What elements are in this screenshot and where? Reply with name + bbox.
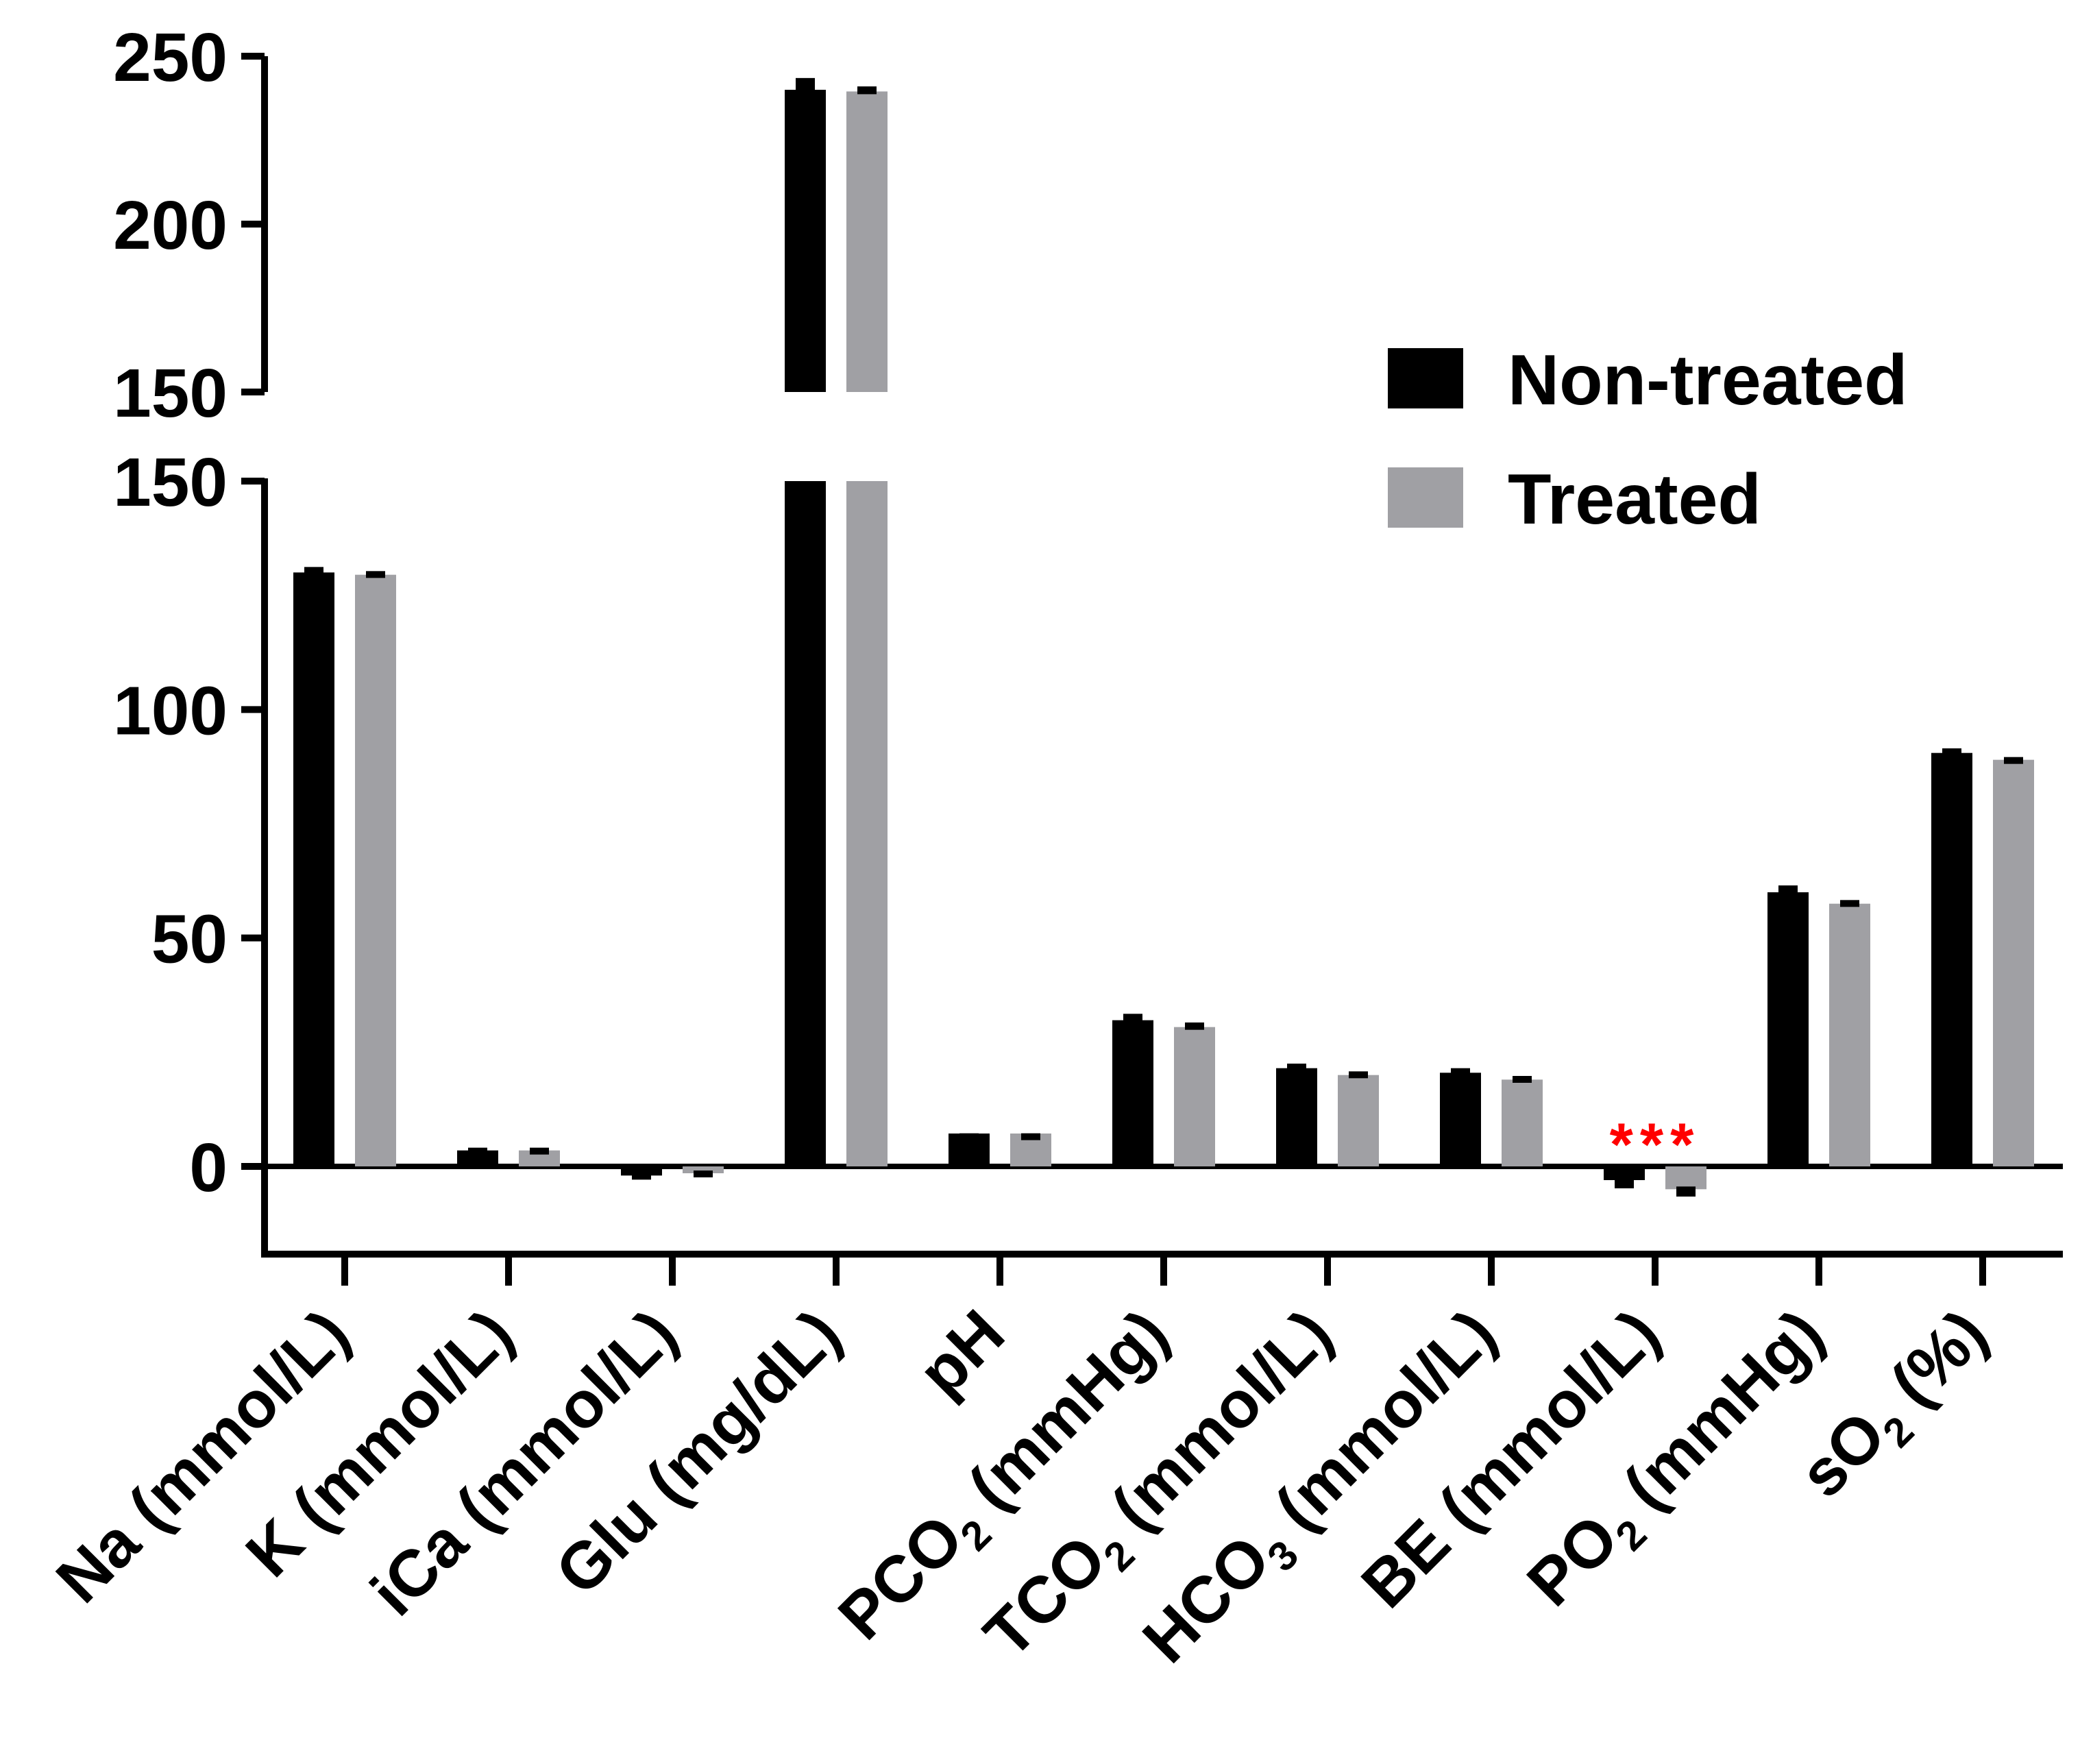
error-bar-treated-1 <box>530 1147 549 1155</box>
x-axis-ticks <box>341 1254 1986 1286</box>
y-lower-tick-label-150: 150 <box>113 444 228 521</box>
error-bar-treated-10 <box>2004 757 2023 764</box>
bar-non-treated-3-lower <box>785 481 826 1166</box>
error-bar-non-treated-3 <box>796 77 815 93</box>
x-label-3: Glu (mg/dL) <box>541 1296 854 1608</box>
bar-treated-5 <box>1174 1027 1215 1166</box>
significance-marker-8: *** <box>1610 1110 1701 1178</box>
error-bar-non-treated-4 <box>959 1133 979 1140</box>
error-bar-non-treated-5 <box>1123 1014 1142 1023</box>
y-axis-ticks: 0 50 100 150 150 200 250 <box>113 19 265 1206</box>
error-bar-non-treated-2 <box>632 1173 651 1180</box>
y-lower-tick-label-100: 100 <box>113 672 228 749</box>
bar-non-treated-2 <box>621 1166 662 1176</box>
y-lower-tick-label-0: 0 <box>189 1129 228 1206</box>
legend: Non-treated Treated <box>1388 341 1908 539</box>
x-axis-labels: Na (mmol/L)K (mmol/L)iCa (mmol/L)Glu (mg… <box>42 1296 2008 1677</box>
error-bar-non-treated-9 <box>1778 885 1798 895</box>
error-bar-treated-6 <box>1349 1071 1368 1079</box>
legend-label-treated: Treated <box>1508 460 1761 539</box>
error-bar-non-treated-7 <box>1451 1068 1470 1076</box>
bar-treated-10 <box>1993 759 2034 1166</box>
bar-treated-7 <box>1502 1079 1543 1166</box>
error-bar-non-treated-8 <box>1615 1177 1634 1188</box>
legend-swatch-non-treated <box>1388 348 1463 408</box>
bar-non-treated-10 <box>1931 752 1972 1166</box>
error-bar-non-treated-0 <box>304 567 323 576</box>
bar-non-treated-5 <box>1112 1020 1153 1166</box>
error-bar-treated-4 <box>1021 1133 1040 1140</box>
y-lower-tick-label-50: 50 <box>151 901 228 978</box>
error-bar-treated-5 <box>1185 1022 1204 1030</box>
bar-treated-3-lower <box>846 481 888 1166</box>
bar-non-treated-1 <box>457 1150 498 1166</box>
error-bar-treated-0 <box>366 571 385 578</box>
error-bar-treated-3 <box>857 86 877 95</box>
bars: *** <box>293 77 2034 1197</box>
y-upper-tick-label-200: 200 <box>113 187 228 264</box>
bar-treated-2 <box>683 1166 724 1173</box>
bar-non-treated-7 <box>1440 1073 1481 1166</box>
y-upper-tick-label-150: 150 <box>113 355 228 432</box>
bar-non-treated-8 <box>1604 1166 1645 1180</box>
y-upper-tick-label-250: 250 <box>113 19 228 96</box>
bar-non-treated-3-upper <box>785 90 826 392</box>
bar-treated-6 <box>1338 1075 1379 1166</box>
bar-non-treated-9 <box>1767 892 1809 1166</box>
bar-treated-0 <box>355 574 396 1166</box>
bar-treated-9 <box>1829 903 1870 1166</box>
error-bar-treated-8 <box>1676 1186 1696 1197</box>
error-bar-treated-7 <box>1513 1076 1532 1083</box>
x-label-10: sO2 (%) <box>1786 1296 2008 1518</box>
bar-treated-1 <box>519 1150 560 1166</box>
legend-swatch-treated <box>1388 467 1463 528</box>
bar-non-treated-0 <box>293 572 334 1166</box>
error-bar-non-treated-1 <box>468 1147 487 1155</box>
x-label-4: pH <box>905 1296 1018 1410</box>
error-bar-non-treated-6 <box>1287 1064 1306 1071</box>
error-bar-treated-2 <box>694 1171 713 1177</box>
bar-non-treated-6 <box>1276 1068 1317 1166</box>
error-bar-non-treated-10 <box>1942 748 1961 756</box>
legend-label-non-treated: Non-treated <box>1508 341 1908 420</box>
error-bar-treated-9 <box>1840 900 1859 907</box>
bar-treated-8 <box>1665 1166 1706 1190</box>
bar-treated-3-upper <box>846 91 888 392</box>
